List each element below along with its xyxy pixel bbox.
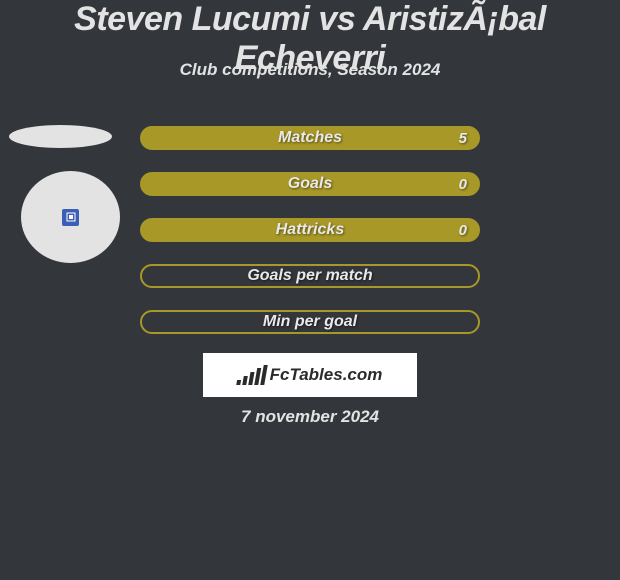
stat-bar-matches: Matches 5: [140, 126, 480, 150]
stat-label: Min per goal: [142, 313, 478, 331]
comparison-card: Steven Lucumi vs AristizÃ¡bal Echeverri …: [0, 0, 620, 580]
player-right-ellipse-2: [499, 177, 602, 203]
player-right-ellipse-1: [489, 125, 592, 149]
badge-icon: [62, 209, 79, 226]
date-text: 7 november 2024: [0, 407, 620, 427]
stat-bar-goals-per-match: Goals per match: [140, 264, 480, 288]
logo-text: FcTables.com: [270, 365, 383, 385]
stat-bar-goals: Goals 0: [140, 172, 480, 196]
stat-bar-hattricks: Hattricks 0: [140, 218, 480, 242]
logo-bars-icon: [236, 365, 268, 385]
stat-label: Matches: [141, 129, 479, 147]
logo-box: FcTables.com: [203, 353, 417, 397]
page-subtitle: Club competitions, Season 2024: [0, 60, 620, 80]
stat-value: 5: [459, 130, 467, 147]
stat-label: Goals per match: [142, 267, 478, 285]
player-left-badge: [21, 171, 120, 263]
player-left-ellipse-1: [9, 125, 112, 148]
stat-bar-min-per-goal: Min per goal: [140, 310, 480, 334]
stat-label: Goals: [141, 175, 479, 193]
stat-label: Hattricks: [141, 221, 479, 239]
stat-value: 0: [459, 176, 467, 193]
stat-value: 0: [459, 222, 467, 239]
